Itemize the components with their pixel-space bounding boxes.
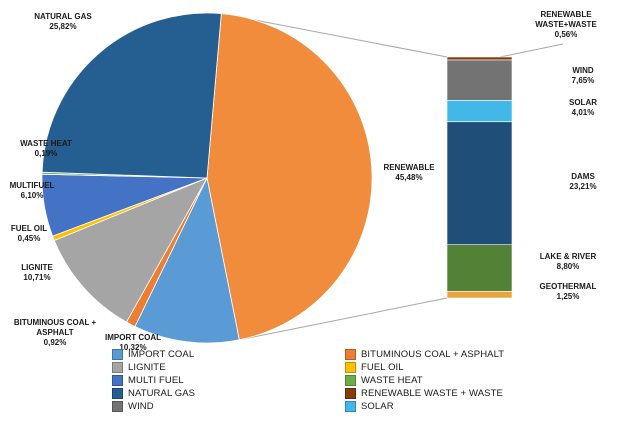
legend-item-multi-fuel: MULTI FUEL [112,375,345,386]
bar-label-pct: 1,25% [556,292,580,301]
legend-item-renewable-waste-waste: RENEWABLE WASTE + WASTE [345,388,605,399]
pie-label-pct: 6,10% [20,191,44,200]
pie-label-text: IMPORT COAL [105,333,161,342]
legend-swatch-lignite [112,362,123,373]
legend-label-fuel-oil: FUEL OIL [361,362,404,373]
bar-label-wind: WIND 7,65% [556,66,610,86]
pie-label-import-coal: IMPORT COAL 10,32% [100,333,166,353]
legend-item-waste-heat: WASTE HEAT [345,375,605,386]
legend-swatch-bituminous-coal-asphalt [345,349,356,360]
pie-label-text: NATURAL GAS [34,12,92,21]
bar-segment-renewable-waste-waste [446,56,513,61]
legend-swatch-natural-gas [112,388,123,399]
bar-label-text: WIND [572,66,594,75]
connector-line-top [221,13,448,58]
legend-swatch-wind [112,401,123,412]
pie-label-waste-heat: WASTE HEAT 0,19% [8,139,84,159]
legend-item-import-coal: IMPORT COAL [112,349,345,360]
pie-label-text: BITUMINOUS COAL + ASPHALT [13,318,97,337]
pie-label-pct: 0,45% [17,234,41,243]
bar-label-text: DAMS [571,172,595,181]
bar-label-text: LAKE & RIVER [539,252,597,261]
bar-label-pct: 8,80% [556,262,580,271]
bar-label-text: SOLAR [569,98,597,107]
bar-label-pct: 7,65% [571,76,595,85]
pie-label-pct: 10,71% [23,273,51,282]
pie-label-multifuel: MULTIFUEL 6,10% [0,181,64,201]
bar-segment-solar [446,100,513,123]
leader-line-renewable-waste [499,43,564,58]
bar-label-dams: DAMS 23,21% [556,172,610,192]
bar-label-renewable-waste-waste: RENEWABLE WASTE+WASTE 0,56% [518,10,614,40]
legend-label-multi-fuel: MULTI FUEL [128,375,184,386]
bar-segment-wind [446,59,513,101]
pie-slice-lignite [53,177,208,323]
pie-label-text: FUEL OIL [10,224,48,233]
bar-segment-lake-river [446,244,513,292]
legend-swatch-import-coal [112,349,123,360]
legend-label-natural-gas: NATURAL GAS [128,388,196,399]
pie-slice-renewable [206,13,373,341]
bar-label-text: GEOTHERMAL [539,282,597,291]
bar-label-pct: 23,21% [569,182,597,191]
pie-slice-import-coal [134,176,240,344]
connector-line-bottom [239,297,448,341]
pie-label-pct: 0,92% [43,338,67,347]
pie-label-fuel-oil: FUEL OIL 0,45% [0,224,58,244]
bar-segment-dams [446,121,513,246]
pie-label-text: LIGNITE [21,263,53,272]
bar-label-lake-river: LAKE & RIVER 8,80% [524,252,612,272]
legend-swatch-fuel-oil [345,362,356,373]
chart-legend: IMPORT COAL BITUMINOUS COAL + ASPHALT LIGN… [112,349,605,412]
legend-swatch-solar [345,401,356,412]
bar-segment-geothermal [446,291,513,299]
pie-label-pct: 45,48% [395,173,423,182]
pie-label-pct: 0,19% [34,149,58,158]
legend-label-bituminous-coal-asphalt: BITUMINOUS COAL + ASPHALT [361,349,505,360]
legend-item-bituminous-coal-asphalt: BITUMINOUS COAL + ASPHALT [345,349,605,360]
legend-label-import-coal: IMPORT COAL [128,349,195,360]
pie-label-text: MULTIFUEL [9,181,55,190]
pie-label-natural-gas: NATURAL GAS 25,82% [18,12,108,32]
legend-label-solar: SOLAR [361,401,394,412]
bar-label-pct: 0,56% [554,30,578,39]
legend-item-wind: WIND [112,401,345,412]
legend-swatch-renewable-waste-waste [345,388,356,399]
legend-item-fuel-oil: FUEL OIL [345,362,605,373]
pie-label-lignite: LIGNITE 10,71% [8,263,66,283]
bar-label-solar: SOLAR 4,01% [556,98,610,118]
legend-label-wind: WIND [128,401,154,412]
pie-label-text: RENEWABLE [383,163,435,172]
pie-label-pct: 25,82% [49,22,77,31]
legend-label-waste-heat: WASTE HEAT [361,375,423,386]
pie-label-text: WASTE HEAT [20,139,72,148]
bar-label-text: RENEWABLE WASTE+WASTE [535,10,597,29]
legend-item-lignite: LIGNITE [112,362,345,373]
legend-label-renewable-waste-waste: RENEWABLE WASTE + WASTE [361,388,503,399]
legend-item-natural-gas: NATURAL GAS [112,388,345,399]
pie-label-bituminous-coal-asphalt: BITUMINOUS COAL + ASPHALT 0,92% [2,318,108,348]
legend-swatch-multi-fuel [112,375,123,386]
legend-item-solar: SOLAR [345,401,605,412]
legend-label-lignite: LIGNITE [128,362,166,373]
legend-swatch-waste-heat [345,375,356,386]
pie-label-renewable: RENEWABLE 45,48% [378,163,440,183]
bar-label-pct: 4,01% [571,108,595,117]
bar-label-geothermal: GEOTHERMAL 1,25% [524,282,612,302]
pie-label-pct: 10,32% [119,343,147,352]
pie-slice-natural-gas [41,12,222,179]
